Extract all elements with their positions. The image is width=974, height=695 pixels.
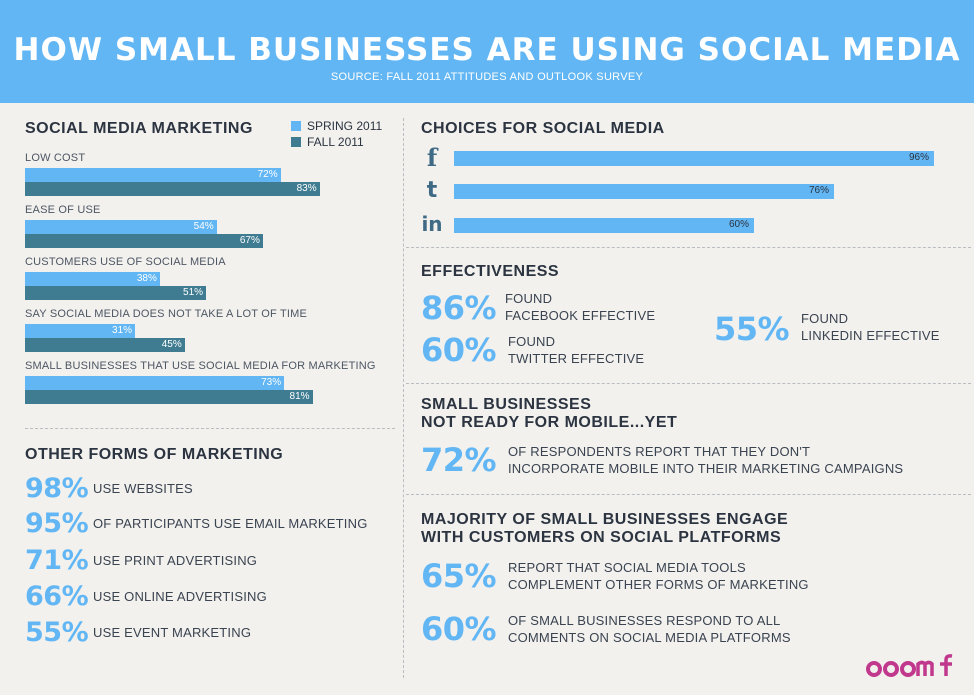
- effect-facebook-line1: FOUND: [505, 291, 553, 306]
- choice-bar-twitter: 76%: [454, 184, 834, 199]
- engage-complement-line1: REPORT THAT SOCIAL MEDIA TOOLS: [508, 560, 746, 575]
- bar-value-label: 31%: [112, 325, 133, 336]
- engage-title-1: MAJORITY OF SMALL BUSINESSES ENGAGE: [421, 511, 789, 528]
- other-text: USE WEBSITES: [93, 481, 193, 496]
- mobile-line2: INCORPORATE MOBILE INTO THEIR MARKETING …: [508, 461, 904, 476]
- bar-value-label: 73%: [261, 377, 282, 388]
- mobile-title-1: SMALL BUSINESSES: [421, 396, 592, 413]
- effect-linkedin-line2: LINKEDIN EFFECTIVE: [801, 328, 940, 343]
- choice-value-label: 76%: [808, 185, 829, 196]
- bar-fall-2011: 51%: [25, 286, 207, 300]
- ooomf-logo: [866, 654, 953, 677]
- other-pct: 71%: [25, 545, 89, 576]
- source-note: SOURCE: FALL 2011 ATTITUDES AND OUTLOOK …: [330, 71, 644, 83]
- header-banner: HOW SMALL BUSINESSES ARE USING SOCIAL ME…: [0, 0, 974, 103]
- smm-category-label: SMALL BUSINESSES THAT USE SOCIAL MEDIA F…: [25, 360, 376, 372]
- other-text: USE EVENT MARKETING: [93, 625, 252, 640]
- effect-twitter-line1: FOUND: [508, 334, 556, 349]
- bar-fall-2011: 81%: [25, 390, 313, 404]
- smm-category-label: EASE OF USE: [25, 204, 101, 216]
- other-pct: 55%: [25, 617, 89, 648]
- choice-value-label: 60%: [728, 219, 749, 230]
- choice-bar-facebook: 96%: [454, 151, 934, 166]
- bar-value-label: 81%: [289, 391, 310, 402]
- bar-spring-2011: 38%: [25, 272, 160, 286]
- page-title: HOW SMALL BUSINESSES ARE USING SOCIAL ME…: [13, 32, 961, 68]
- effect-twitter-line2: TWITTER EFFECTIVE: [508, 351, 645, 366]
- bar-value-label: 38%: [136, 273, 157, 284]
- effect-facebook-pct: 86%: [421, 289, 497, 327]
- choice-value-label: 96%: [908, 152, 929, 163]
- other-text: USE ONLINE ADVERTISING: [93, 589, 267, 604]
- other-pct: 98%: [25, 473, 89, 504]
- mobile-pct: 72%: [421, 441, 497, 479]
- effect-linkedin-line1: FOUND: [801, 311, 849, 326]
- bar-spring-2011: 31%: [25, 324, 136, 338]
- mobile-title-2: NOT READY FOR MOBILE...YET: [421, 414, 678, 431]
- bar-fall-2011: 67%: [25, 234, 263, 248]
- other-pct: 95%: [25, 508, 89, 539]
- smm-title: SOCIAL MEDIA MARKETING: [25, 120, 253, 137]
- linkedin-icon: in: [421, 212, 443, 236]
- other-text: OF PARTICIPANTS USE EMAIL MARKETING: [93, 516, 368, 531]
- effectiveness-title: EFFECTIVENESS: [421, 263, 560, 280]
- smm-category-label: SAY SOCIAL MEDIA DOES NOT TAKE A LOT OF …: [25, 308, 308, 320]
- bar-value-label: 54%: [193, 221, 214, 232]
- bar-value-label: 51%: [183, 287, 204, 298]
- divider-left: [25, 428, 395, 429]
- effect-linkedin-pct: 55%: [714, 310, 790, 348]
- bar-fall-2011: 83%: [25, 182, 320, 196]
- vertical-divider: [403, 118, 404, 678]
- other-pct: 66%: [25, 581, 89, 612]
- other-title: OTHER FORMS OF MARKETING: [25, 446, 284, 463]
- smm-category-label: LOW COST: [25, 152, 86, 164]
- twitter-icon: t: [426, 178, 438, 203]
- legend-swatch-spring: [291, 121, 301, 131]
- mobile-line1: OF RESPONDENTS REPORT THAT THEY DON'T: [508, 444, 811, 459]
- legend-label-spring: SPRING 2011: [307, 119, 383, 133]
- divider-mobile: [406, 494, 971, 495]
- legend-swatch-fall: [291, 137, 301, 147]
- engage-respond-line2: COMMENTS ON SOCIAL MEDIA PLATFORMS: [508, 630, 791, 645]
- effect-twitter-pct: 60%: [421, 331, 497, 369]
- engage-complement-pct: 65%: [421, 557, 497, 595]
- choices-title: CHOICES FOR SOCIAL MEDIA: [421, 120, 665, 137]
- bar-value-label: 67%: [239, 235, 260, 246]
- divider-choices: [406, 247, 971, 248]
- engage-respond-line1: OF SMALL BUSINESSES RESPOND TO ALL: [508, 613, 781, 628]
- effect-facebook-line2: FACEBOOK EFFECTIVE: [505, 308, 656, 323]
- other-text: USE PRINT ADVERTISING: [93, 553, 258, 568]
- legend-label-fall: FALL 2011: [307, 135, 364, 149]
- divider-effectiveness: [406, 383, 971, 384]
- engage-respond-pct: 60%: [421, 610, 497, 648]
- bar-spring-2011: 73%: [25, 376, 285, 390]
- bar-value-label: 72%: [257, 169, 278, 180]
- engage-complement-line2: COMPLEMENT OTHER FORMS OF MARKETING: [508, 577, 809, 592]
- bar-value-label: 45%: [161, 339, 182, 350]
- smm-category-label: CUSTOMERS USE OF SOCIAL MEDIA: [25, 256, 226, 268]
- bar-value-label: 83%: [296, 183, 317, 194]
- engage-title-2: WITH CUSTOMERS ON SOCIAL PLATFORMS: [421, 529, 782, 546]
- bar-fall-2011: 45%: [25, 338, 185, 352]
- choice-bar-linkedin: 60%: [454, 218, 754, 233]
- bar-spring-2011: 54%: [25, 220, 217, 234]
- bar-spring-2011: 72%: [25, 168, 281, 182]
- facebook-icon: f: [426, 143, 438, 172]
